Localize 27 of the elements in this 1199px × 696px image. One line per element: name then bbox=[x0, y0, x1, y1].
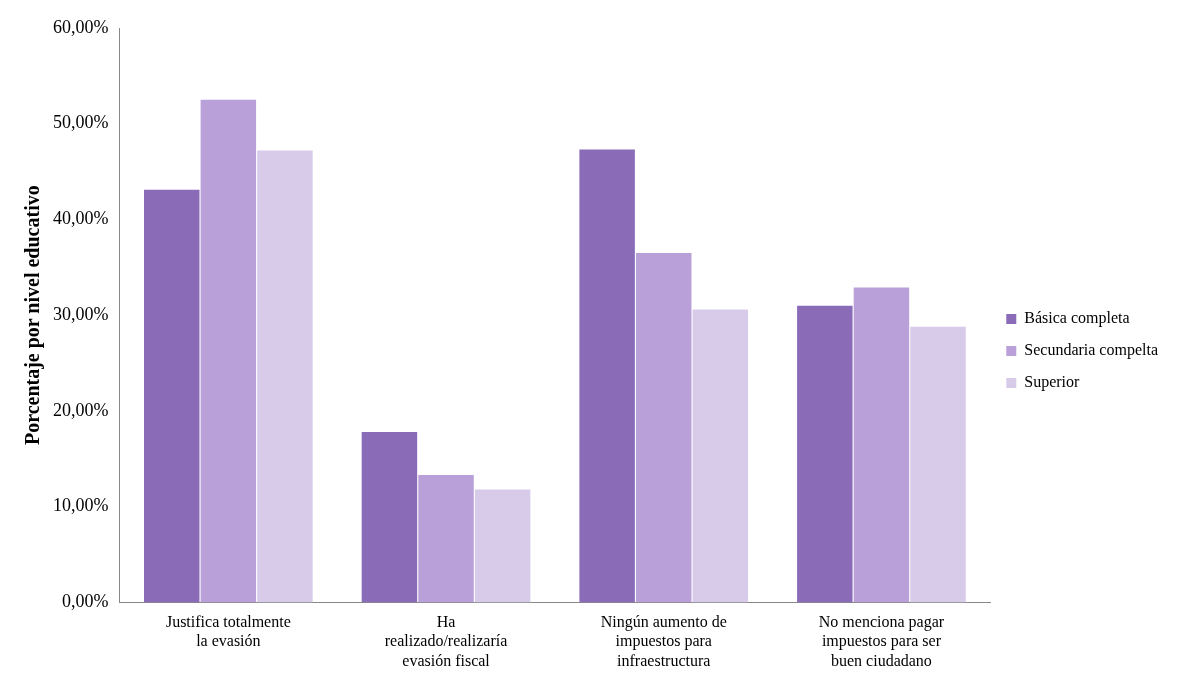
y-tick-label: 10,00% bbox=[52, 495, 109, 516]
y-tick-label: 30,00% bbox=[52, 303, 109, 324]
x-tick-label: Justifica totalmente la evasión bbox=[165, 613, 291, 650]
y-tick-label: 60,00% bbox=[52, 16, 109, 37]
bar bbox=[418, 475, 474, 603]
bar bbox=[853, 287, 910, 603]
bar bbox=[797, 305, 853, 603]
legend-label: Secundaria compelta bbox=[1024, 341, 1158, 360]
y-tick-label: 0,00% bbox=[61, 591, 109, 612]
bar bbox=[636, 252, 692, 603]
y-tick-label: 20,00% bbox=[52, 399, 109, 420]
x-tick-label: Ningún aumento de impuestos para infraestructura bbox=[600, 613, 727, 669]
y-tick-label: 50,00% bbox=[52, 112, 109, 133]
bar bbox=[200, 99, 257, 603]
y-axis-title: Porcentaje por nivel educativo bbox=[21, 185, 45, 446]
x-tick-label: Ha realizado/realizaría evasión fiscal bbox=[384, 613, 508, 669]
bar bbox=[692, 309, 749, 603]
bar bbox=[257, 150, 313, 603]
x-tick-label: No menciona pagar impuestos para ser buen ciudadano bbox=[818, 613, 945, 669]
bar bbox=[144, 189, 200, 603]
y-tick-label: 40,00% bbox=[52, 208, 109, 229]
bar bbox=[361, 432, 418, 603]
legend-label: Superior bbox=[1024, 373, 1081, 392]
legend-label: Básica completa bbox=[1024, 309, 1130, 328]
bar bbox=[579, 149, 635, 603]
bar bbox=[910, 326, 966, 603]
bar bbox=[474, 489, 531, 603]
